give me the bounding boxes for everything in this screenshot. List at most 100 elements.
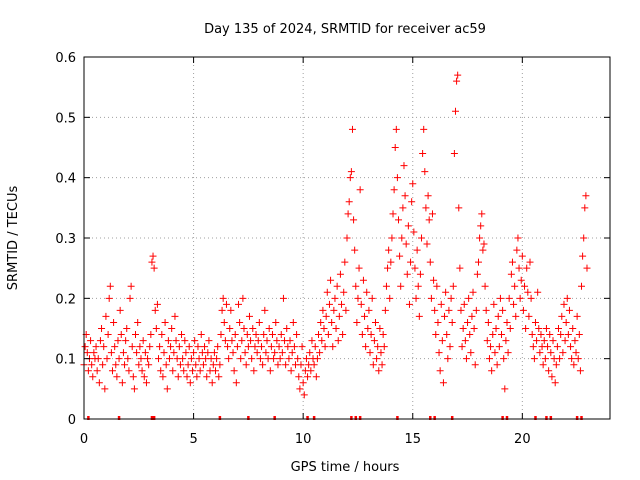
data-point	[358, 331, 366, 339]
data-point	[302, 355, 310, 363]
data-point	[249, 325, 257, 332]
data-point	[84, 367, 92, 375]
data-point	[276, 355, 284, 363]
data-point	[215, 373, 223, 381]
data-point	[232, 379, 240, 387]
data-point	[95, 379, 103, 387]
y-tick-label: 0.2	[55, 292, 76, 307]
data-point	[205, 337, 213, 345]
data-point	[418, 234, 426, 242]
data-point	[531, 318, 539, 326]
data-point	[375, 367, 383, 375]
data-point	[384, 264, 392, 272]
data-point	[473, 270, 481, 278]
data-point	[141, 349, 149, 357]
data-point	[443, 331, 451, 339]
x-tick-label: 20	[514, 432, 531, 447]
data-point	[398, 234, 406, 242]
data-point	[214, 343, 222, 351]
data-point	[578, 282, 586, 290]
data-point	[476, 234, 484, 242]
data-point	[551, 379, 559, 387]
data-point	[258, 343, 266, 351]
data-point	[494, 312, 502, 320]
data-point	[389, 210, 397, 218]
data-point	[103, 355, 111, 363]
data-point	[533, 337, 541, 345]
data-point	[153, 300, 161, 308]
data-point	[277, 331, 285, 339]
data-point	[529, 343, 537, 351]
data-point	[437, 300, 445, 308]
data-point	[569, 325, 577, 332]
data-point	[548, 373, 556, 381]
data-point	[552, 361, 560, 369]
data-point	[124, 355, 132, 363]
data-point	[89, 373, 97, 381]
data-point	[181, 337, 189, 345]
data-point	[98, 325, 106, 332]
data-point	[297, 361, 305, 369]
data-point	[415, 312, 423, 320]
data-point	[482, 306, 490, 314]
data-point	[546, 331, 554, 339]
data-point	[93, 367, 101, 375]
data-point	[434, 318, 442, 326]
data-point	[386, 294, 394, 302]
data-point	[92, 343, 100, 351]
data-point	[244, 343, 252, 351]
data-point	[502, 337, 510, 345]
data-point	[430, 276, 438, 284]
x-axis-title: GPS time / hours	[291, 460, 400, 475]
data-point	[560, 300, 568, 308]
data-point	[513, 246, 521, 254]
data-point	[121, 361, 129, 369]
data-point	[306, 349, 314, 357]
data-point	[393, 174, 401, 182]
data-point	[338, 300, 346, 308]
data-point	[212, 367, 219, 375]
data-point	[170, 349, 178, 357]
data-point	[504, 349, 512, 357]
data-point	[87, 337, 95, 345]
data-point	[503, 318, 511, 326]
data-point	[310, 361, 318, 369]
data-point	[359, 276, 367, 284]
data-point	[517, 276, 525, 284]
data-point	[395, 216, 403, 224]
data-point	[188, 367, 196, 375]
data-point	[465, 294, 473, 302]
data-point	[536, 349, 544, 357]
data-point	[327, 276, 335, 284]
data-point	[376, 325, 384, 332]
data-point	[293, 331, 301, 339]
data-point	[325, 300, 333, 308]
data-point	[510, 300, 518, 308]
data-point	[126, 294, 134, 302]
data-point	[267, 343, 275, 351]
data-point	[265, 325, 273, 332]
data-point	[565, 306, 573, 314]
data-point	[150, 264, 158, 272]
scatter-points	[80, 71, 591, 399]
data-point	[100, 343, 108, 351]
y-tick-label: 0.1	[55, 353, 76, 368]
data-point	[199, 361, 207, 369]
data-point	[447, 294, 455, 302]
x-tick-label: 15	[404, 432, 421, 447]
data-point	[564, 331, 572, 339]
data-point	[348, 125, 356, 133]
data-point	[369, 361, 377, 369]
data-point	[122, 337, 130, 345]
data-point	[522, 325, 530, 332]
data-point	[350, 216, 358, 224]
data-point	[416, 270, 424, 278]
data-point	[336, 270, 344, 278]
data-point	[357, 300, 365, 308]
data-point	[286, 337, 294, 345]
data-point	[226, 325, 234, 332]
data-point	[545, 367, 553, 375]
data-point	[573, 312, 581, 320]
data-point	[319, 306, 327, 314]
data-point	[459, 325, 467, 332]
